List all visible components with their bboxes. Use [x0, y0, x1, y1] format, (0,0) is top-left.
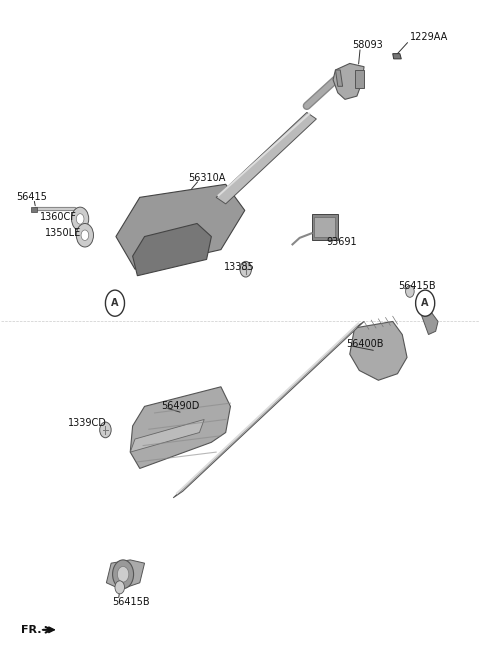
- Text: 56490D: 56490D: [161, 401, 200, 411]
- Polygon shape: [355, 70, 364, 88]
- Circle shape: [81, 230, 89, 241]
- Text: A: A: [111, 298, 119, 308]
- Polygon shape: [107, 560, 144, 589]
- Polygon shape: [116, 184, 245, 269]
- Text: 56415B: 56415B: [398, 281, 436, 291]
- Polygon shape: [421, 312, 438, 335]
- Text: 1339CD: 1339CD: [68, 418, 107, 428]
- Circle shape: [240, 261, 252, 277]
- Polygon shape: [336, 70, 343, 87]
- Circle shape: [416, 290, 435, 316]
- Text: 56310A: 56310A: [189, 173, 226, 183]
- Circle shape: [106, 290, 124, 316]
- Text: 56415B: 56415B: [112, 598, 150, 607]
- Polygon shape: [132, 224, 211, 276]
- Text: 93691: 93691: [326, 237, 357, 247]
- Polygon shape: [130, 387, 230, 468]
- Circle shape: [100, 422, 111, 438]
- Bar: [31, 207, 36, 212]
- Circle shape: [113, 560, 133, 588]
- Polygon shape: [350, 321, 407, 380]
- Text: 13385: 13385: [224, 262, 255, 272]
- Circle shape: [115, 581, 124, 594]
- Text: 56415: 56415: [16, 192, 47, 202]
- Circle shape: [76, 214, 84, 224]
- Text: 1229AA: 1229AA: [410, 32, 448, 43]
- Text: 56400B: 56400B: [346, 339, 384, 350]
- Text: 58093: 58093: [353, 39, 384, 49]
- Circle shape: [72, 207, 89, 231]
- Polygon shape: [216, 112, 316, 204]
- Polygon shape: [333, 64, 364, 99]
- Polygon shape: [393, 54, 401, 59]
- Circle shape: [76, 224, 94, 247]
- Text: A: A: [421, 298, 429, 308]
- Text: 1350LE: 1350LE: [45, 228, 82, 238]
- Circle shape: [117, 566, 129, 582]
- Circle shape: [406, 285, 414, 297]
- Text: FR.: FR.: [22, 625, 42, 635]
- Text: 1360CF: 1360CF: [39, 212, 76, 222]
- Polygon shape: [130, 419, 204, 452]
- Bar: [314, 217, 336, 237]
- Bar: [312, 214, 338, 240]
- Polygon shape: [173, 321, 364, 498]
